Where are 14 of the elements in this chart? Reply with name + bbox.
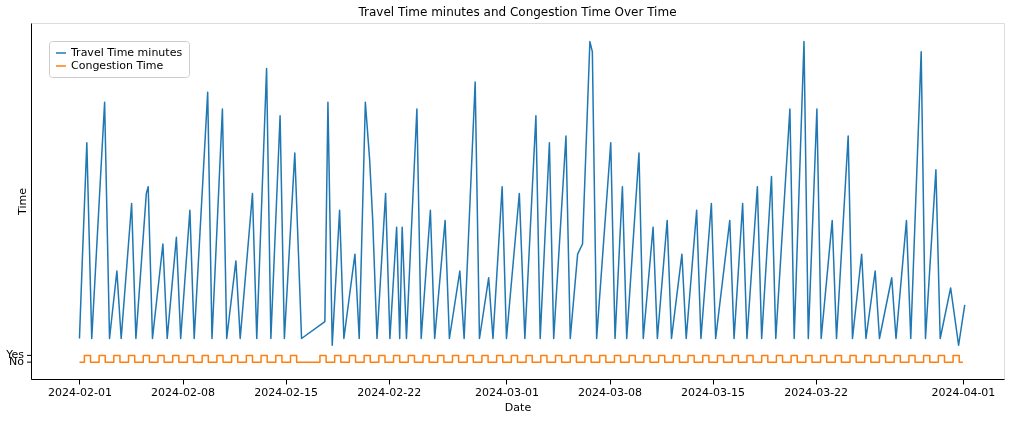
x-tick-label: 2024-03-22 [784, 385, 849, 399]
x-axis-title: Date [504, 400, 532, 414]
x-tick-label: 2024-04-01 [931, 385, 996, 399]
x-tick-label: 2024-03-08 [578, 385, 642, 399]
x-tick-label: 2024-03-15 [681, 385, 746, 399]
x-tick-label: 2024-02-22 [357, 385, 422, 399]
x-tick-label: 2024-02-01 [48, 385, 112, 399]
chart-title: Travel Time minutes and Congestion Time Over Time [357, 5, 677, 19]
x-tick-label: 2024-02-08 [151, 385, 215, 399]
x-tick-label: 2024-02-15 [254, 385, 319, 399]
legend-label: Congestion Time [71, 59, 164, 72]
x-tick-label: 2024-03-01 [474, 385, 539, 399]
y-axis-title: Time [15, 187, 29, 216]
legend-label: Travel Time minutes [70, 46, 183, 59]
